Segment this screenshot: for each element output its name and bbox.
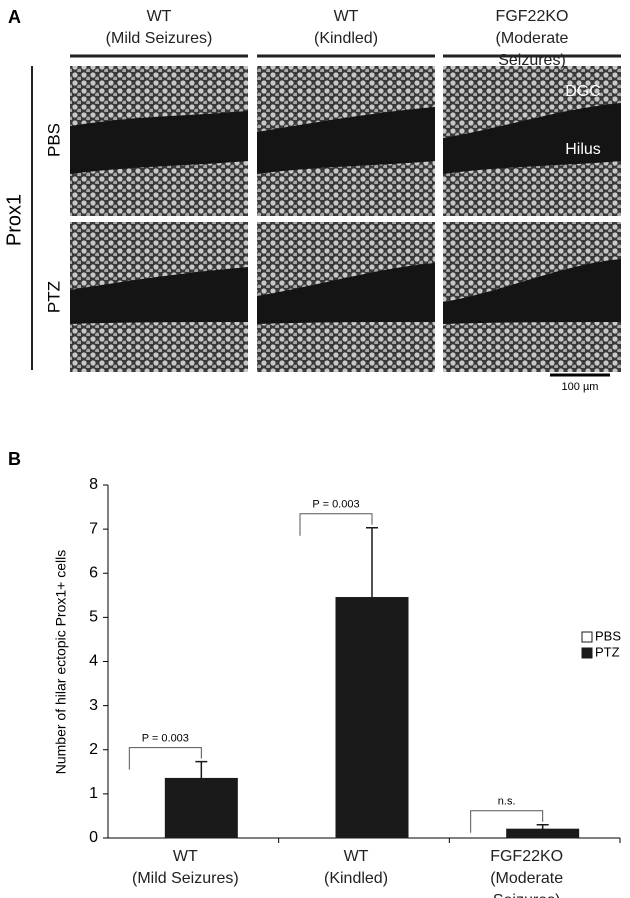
legend-label: PBS — [595, 628, 621, 643]
column-header: WT (Mild Seizures) — [105, 8, 213, 47]
cell-layer — [257, 222, 435, 296]
row-label: PTZ — [44, 281, 63, 313]
cell-layer — [70, 66, 248, 126]
micrographs — [70, 54, 621, 372]
significance-label: n.s. — [498, 796, 516, 808]
panel-label: B — [8, 449, 21, 469]
cell-layer — [443, 322, 621, 372]
region-label: DGC — [565, 83, 601, 100]
legend-swatch — [581, 631, 593, 643]
column-header: WT (Kindled) — [313, 8, 379, 47]
y-tick-label: 6 — [89, 564, 98, 581]
scale-bar-label: 100 µm — [562, 381, 599, 393]
y-tick-label: 4 — [89, 653, 98, 670]
cell-layer — [443, 161, 621, 216]
region-label: Hilus — [565, 141, 601, 158]
legend-label: PTZ — [595, 644, 620, 659]
cell-layer — [257, 322, 435, 372]
bar — [506, 828, 580, 839]
cell-layer — [257, 161, 435, 216]
cell-layer — [443, 66, 621, 138]
y-tick-label: 5 — [89, 609, 98, 626]
legend-swatch — [581, 647, 593, 659]
y-tick-label: 0 — [89, 829, 98, 846]
bar — [335, 597, 409, 839]
cell-layer — [443, 222, 621, 302]
cell-layer — [257, 66, 435, 132]
y-tick-label: 2 — [89, 741, 98, 758]
cell-layer — [70, 161, 248, 216]
column-header: FGF22KO (Moderate Seizures) — [495, 8, 569, 69]
y-tick-label: 7 — [89, 520, 98, 537]
y-tick-label: 8 — [89, 476, 98, 493]
y-tick-label: 3 — [89, 697, 98, 714]
cell-layer — [70, 322, 248, 372]
row-label: PBS — [44, 123, 63, 157]
bar — [164, 777, 238, 839]
x-tick-label: WT (Kindled) — [323, 848, 389, 887]
error-bar — [366, 527, 378, 598]
significance-bracket — [470, 810, 544, 833]
significance-label: P = 0.003 — [142, 733, 189, 745]
stain-label: Prox1 — [3, 194, 25, 246]
cell-layer — [70, 222, 248, 290]
y-axis-label: Number of hilar ectopic Prox1+ cells — [53, 550, 69, 775]
y-tick-label: 1 — [89, 785, 98, 802]
error-bar — [536, 824, 549, 830]
x-tick-label: WT (Mild Seizures) — [131, 848, 239, 887]
significance-label: P = 0.003 — [312, 499, 359, 511]
error-bar — [195, 760, 208, 779]
significance-bracket — [299, 513, 373, 536]
panel-label: A — [8, 7, 21, 27]
x-tick-label: FGF22KO (Moderate Seizures) — [490, 848, 564, 898]
significance-bracket — [128, 747, 202, 770]
